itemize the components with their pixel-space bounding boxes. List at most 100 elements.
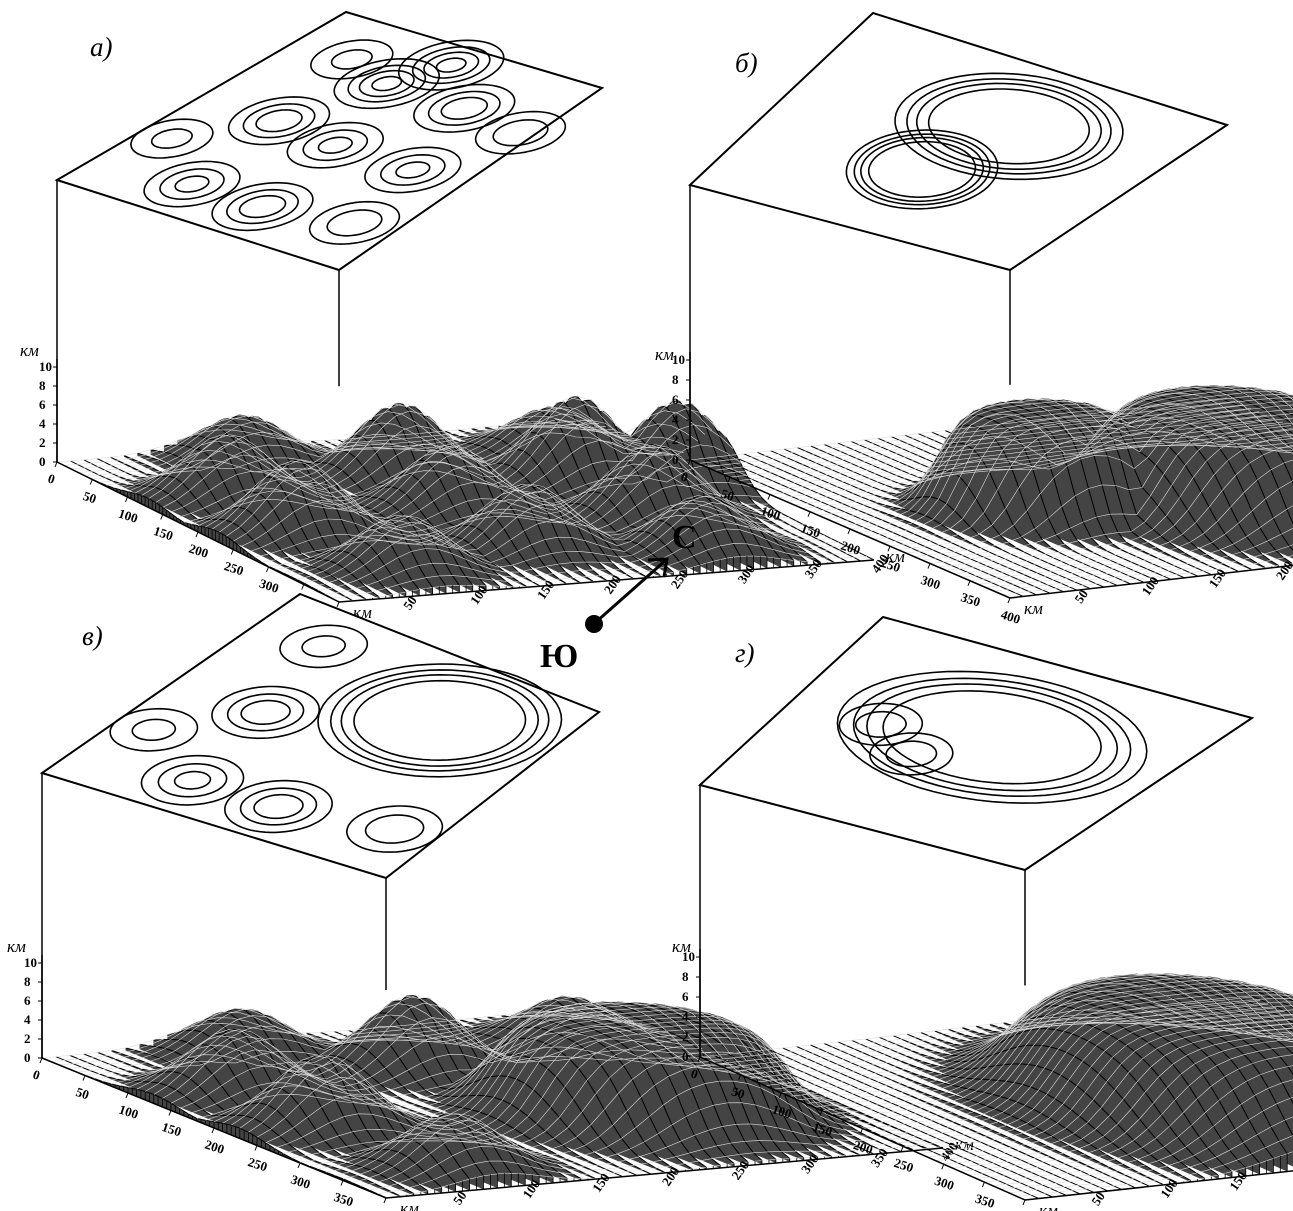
- contour-line: [140, 754, 245, 806]
- surface-col-line: [204, 444, 741, 528]
- z-tick-label: 10: [672, 352, 685, 367]
- contour-line: [379, 153, 446, 186]
- surface-col-line: [927, 1018, 1293, 1158]
- x-tick-label: 250: [246, 1154, 269, 1174]
- contour-line: [854, 710, 907, 738]
- surface-col-line: [841, 385, 1293, 526]
- contour-line: [255, 109, 303, 133]
- surface-col-line: [969, 480, 1293, 581]
- x-tick-label: 200: [839, 538, 862, 558]
- contour-lines: [836, 670, 1148, 804]
- contour-line: [253, 793, 304, 820]
- x-tick: [887, 546, 891, 552]
- surface-col-line: [291, 1027, 849, 1159]
- surface-col-line: [385, 1147, 944, 1198]
- surface-col-line: [162, 1035, 720, 1099]
- compass: С Ю: [540, 519, 697, 675]
- x-tick: [383, 1197, 387, 1204]
- contour-line: [225, 188, 300, 225]
- x-tick-label: 200: [203, 1137, 226, 1157]
- x-tick: [1022, 1199, 1026, 1206]
- contour-line: [371, 75, 403, 92]
- surface-col-line: [368, 1140, 926, 1191]
- y-axis: [1009, 564, 1293, 599]
- surface-col-line: [153, 1017, 711, 1095]
- surface-col-line: [155, 397, 691, 503]
- z-tick-label: 8: [24, 974, 31, 989]
- surface-col-line: [708, 1000, 1261, 1061]
- surface-col-line: [857, 388, 1293, 533]
- surface-col-line: [833, 385, 1293, 523]
- surface-col-line: [377, 1144, 935, 1195]
- surface-col-line: [870, 991, 1293, 1133]
- surface-col-line: [110, 996, 668, 1085]
- surface-col-line: [331, 543, 868, 599]
- contour-line: [131, 718, 177, 741]
- x-tick-label: 300: [289, 1172, 312, 1192]
- surface-col-line: [959, 1039, 1293, 1172]
- surface-col-line: [351, 1102, 909, 1183]
- contour-line: [240, 699, 291, 725]
- surface-col-line: [889, 400, 1293, 547]
- contour-line: [853, 133, 991, 206]
- surface-col-line: [713, 408, 1252, 471]
- x-tick: [39, 1057, 43, 1064]
- surface-col-line: [769, 433, 1293, 495]
- surface-col-line: [813, 973, 1293, 1108]
- x-tick: [778, 1092, 782, 1098]
- x-tick-label: 0: [679, 469, 690, 485]
- x-tick-label: 150: [799, 520, 822, 540]
- z-tick-label: 6: [39, 397, 46, 412]
- surface-col-line: [317, 1043, 875, 1170]
- x-tick-label: 100: [117, 1102, 140, 1122]
- surface-col-line: [41, 1007, 600, 1059]
- surface-wireframe: [56, 395, 875, 603]
- x-tick-label: 0: [689, 1066, 700, 1082]
- surface-col-line: [213, 1001, 771, 1123]
- surface-col-line: [689, 397, 1228, 461]
- z-tick-label: 10: [682, 949, 695, 964]
- surface-col-line: [805, 973, 1293, 1104]
- surface-col-line: [183, 400, 720, 523]
- surface-col-line: [716, 1003, 1269, 1065]
- surface-col-line: [141, 410, 677, 496]
- contour-line: [906, 78, 1112, 175]
- surface-col-line: [705, 404, 1244, 468]
- panel-b: б) 0501001502002503003504005010015020025…: [655, 11, 1293, 627]
- x-tick: [981, 1181, 985, 1188]
- contour-line: [395, 161, 431, 179]
- surface-col-line: [961, 459, 1293, 578]
- surface-col-line: [697, 401, 1236, 464]
- x-tick-label: 250: [222, 558, 245, 578]
- surface-col-line: [905, 408, 1293, 554]
- surface-col-line: [196, 1007, 754, 1119]
- x-tick: [738, 1074, 742, 1081]
- x-tick-label: 150: [152, 523, 175, 543]
- x-tick-label: 50: [719, 486, 736, 504]
- contour-line: [347, 64, 427, 103]
- x-axis-label: км: [1024, 599, 1043, 618]
- surface-col-line: [296, 495, 832, 580]
- z-tick-label: 6: [682, 989, 689, 1004]
- surface-col-line: [289, 500, 825, 577]
- contour-line: [423, 51, 480, 79]
- x-tick: [340, 1180, 344, 1186]
- surface-col-line: [911, 1009, 1293, 1151]
- surface-col-line: [721, 411, 1260, 475]
- z-tick-label: 8: [682, 969, 689, 984]
- x-tick: [727, 477, 731, 483]
- contour-line: [242, 103, 316, 139]
- surface-col-line: [761, 429, 1293, 492]
- y-axis: [338, 559, 875, 603]
- panel-label-b: б): [735, 48, 758, 78]
- x-tick-label: 200: [187, 541, 210, 561]
- surface-col-line: [188, 1017, 746, 1115]
- surface-col-line: [127, 403, 663, 492]
- contour-line: [866, 683, 1119, 792]
- contour-line: [326, 209, 383, 237]
- surface-col-line: [240, 444, 776, 548]
- surface-col-line: [1008, 1116, 1293, 1194]
- contour-line: [364, 146, 462, 194]
- surface-col-line: [268, 483, 804, 567]
- z-axis-label: км: [20, 341, 39, 360]
